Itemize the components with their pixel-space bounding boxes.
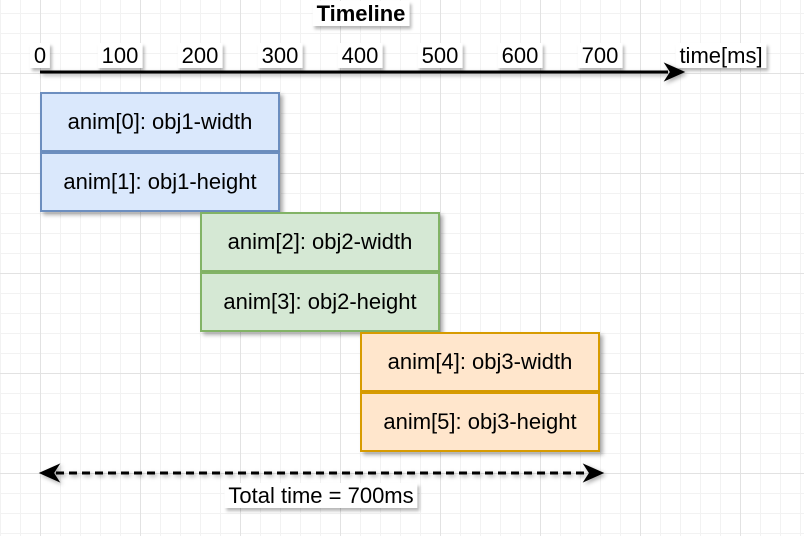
axis-unit-label[interactable]: time[ms] [675,43,767,68]
total-arrowhead-left-icon [38,463,61,483]
timeline-bar-label: anim[5]: obj3-height [383,409,577,434]
timeline-bar-anim0[interactable]: anim[0]: obj1-width [40,92,280,152]
axis-tick-label-200: 200 [177,43,223,68]
axis-tick-label-300: 300 [257,43,303,68]
timeline-bar-anim5[interactable]: anim[5]: obj3-height [360,392,600,452]
timeline-bar-label: anim[3]: obj2-height [223,289,417,314]
axis-tick-label-500: 500 [417,43,463,68]
timeline-bar-anim2[interactable]: anim[2]: obj2-width [200,212,440,272]
timeline-bar-label: anim[1]: obj1-height [63,169,257,194]
timeline-bar-anim4[interactable]: anim[4]: obj3-width [360,332,600,392]
axis-tick-label-600: 600 [497,43,543,68]
timeline-bar-label: anim[0]: obj1-width [67,109,253,134]
total-time-arrow[interactable] [38,463,605,483]
axis-arrowhead-icon [663,62,686,82]
timeline-bar-anim3[interactable]: anim[3]: obj2-height [200,272,440,332]
axis-tick-label-100: 100 [97,43,143,68]
total-arrowhead-right-icon [582,463,605,483]
axis-tick-label-0: 0 [29,43,51,68]
timeline-bar-anim1[interactable]: anim[1]: obj1-height [40,152,280,212]
axis-tick-label-400: 400 [337,43,383,68]
timeline-bar-label: anim[2]: obj2-width [227,229,413,254]
diagram-title[interactable]: Timeline [312,1,410,26]
axis-tick-label-700: 700 [577,43,623,68]
time-axis-arrow[interactable] [40,62,686,82]
timeline-bar-label: anim[4]: obj3-width [387,349,573,374]
total-time-label[interactable]: Total time = 700ms [224,483,418,508]
